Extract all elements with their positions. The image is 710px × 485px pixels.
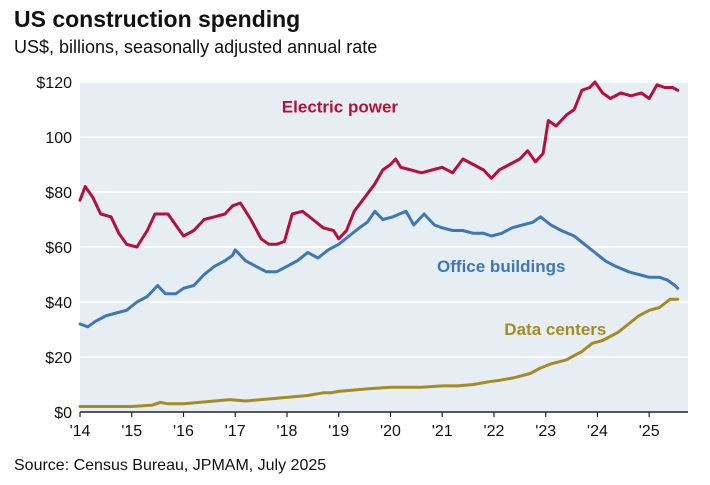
x-tick-label: '17 [225,423,246,440]
electric-power-label: Electric power [282,97,399,116]
y-tick-label: $60 [45,240,72,257]
y-tick-label: $120 [36,75,72,92]
y-tick-label: 100 [45,130,72,147]
y-tick-label: $0 [54,405,72,422]
x-tick-label: '18 [277,423,298,440]
x-tick-label: '20 [380,423,401,440]
x-tick-label: '22 [484,423,505,440]
chart-title: US construction spending [14,6,301,32]
x-tick-label: '19 [328,423,349,440]
x-tick-label: '16 [173,423,194,440]
office-buildings-line [78,209,680,329]
x-tick-label: '15 [121,423,142,440]
series-lines [78,80,680,408]
chart-subtitle: US$, billions, seasonally adjusted annua… [14,37,378,57]
electric-power-line [78,80,680,249]
source-note: Source: Census Bureau, JPMAM, July 2025 [14,457,327,474]
y-tick-label: $80 [45,185,72,202]
x-tick-label: '21 [432,423,453,440]
series-labels: Electric power Office buildings Data cente… [282,97,607,339]
x-tick-label: '24 [587,423,608,440]
data-centers-line [78,297,680,408]
y-tick-label: $40 [45,295,72,312]
x-tick-label: '14 [70,423,91,440]
office-buildings-label: Office buildings [437,257,565,276]
data-centers-label: Data centers [504,320,606,339]
y-tick-label: $20 [45,350,72,367]
x-tick-label: '25 [639,423,660,440]
axes: $0 $20 $40 $60 $80 100 $120 '14 '15 '16 '17 '18 '19 '… [36,75,688,440]
x-tick-label: '23 [535,423,556,440]
